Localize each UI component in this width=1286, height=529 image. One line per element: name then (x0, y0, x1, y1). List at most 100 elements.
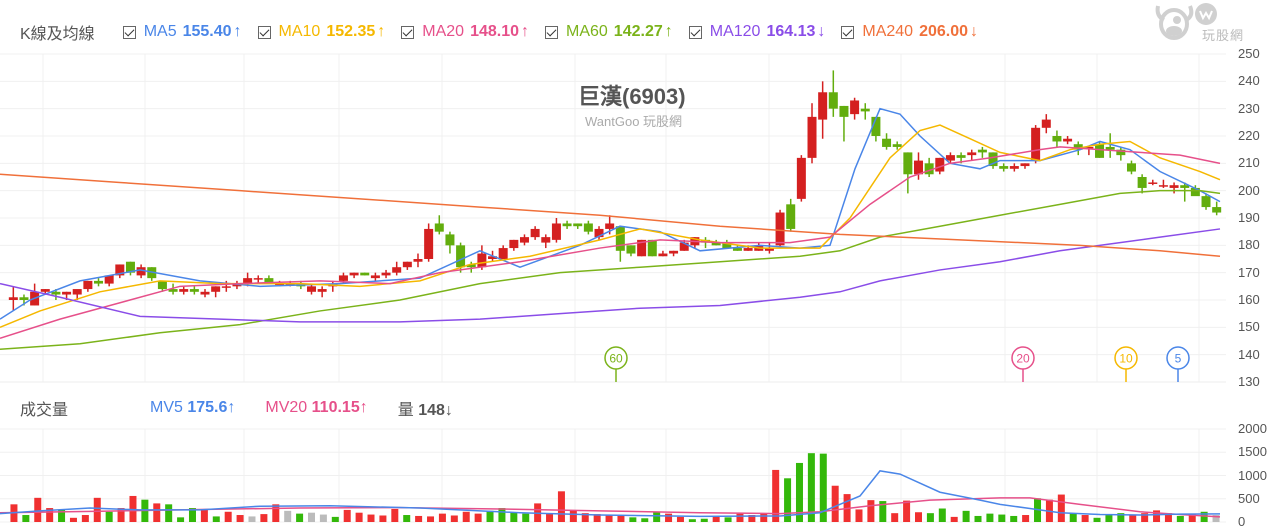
candle (658, 250, 668, 257)
price-tick: 180 (1238, 237, 1260, 253)
volume-bar (319, 514, 327, 522)
volume-bar (415, 515, 423, 522)
volume-bar (736, 513, 744, 522)
price-tick: 150 (1238, 319, 1260, 335)
ma5-toggle[interactable]: MA5 155.40 ↑ (122, 23, 242, 41)
candle (509, 239, 519, 251)
candle (1009, 163, 1019, 172)
ma-marker-60[interactable]: 60 (604, 346, 628, 382)
candle (903, 152, 913, 194)
volume-bar (284, 510, 292, 522)
volume-bar (891, 513, 899, 522)
candle (360, 272, 370, 276)
candle (669, 250, 679, 257)
candle (999, 163, 1009, 172)
candle (1031, 125, 1041, 164)
ma60-value: 142.27 (613, 23, 663, 40)
volume-bar (165, 504, 173, 522)
candle (1052, 130, 1062, 147)
ma120-toggle[interactable]: MA120 164.13 ↓ (688, 23, 825, 41)
volume-bar (903, 500, 911, 522)
volume-bar (1129, 514, 1137, 522)
ma20-value: 148.10 (470, 23, 519, 40)
candle (1212, 201, 1222, 216)
volume-bar (391, 508, 399, 522)
mv20-item: MV20 110.15↑ (265, 399, 367, 417)
ma240-checkbox[interactable] (841, 25, 855, 39)
mv20-label: MV20 (265, 399, 308, 416)
ma120-checkbox[interactable] (688, 25, 702, 39)
volume-bar (629, 517, 637, 522)
ma240-toggle[interactable]: MA240 206.00 ↓ (841, 23, 978, 41)
ma-marker-10[interactable]: 10 (1114, 346, 1138, 382)
volume-bar (546, 513, 554, 522)
candle (1190, 185, 1200, 197)
volume-bar (498, 508, 506, 522)
candle (839, 105, 849, 142)
volume-bar (510, 512, 518, 522)
candle (498, 245, 508, 259)
candle (945, 152, 955, 164)
ma20-line (0, 146, 1221, 339)
ma-marker-20[interactable]: 20 (1011, 346, 1035, 382)
volume-legend: 成交量 MV5 175.6↑ MV20 110.15↑ 量 148↓ (0, 396, 483, 420)
candle (615, 226, 625, 262)
candle (115, 264, 125, 279)
candle (1063, 136, 1073, 145)
candle (647, 239, 657, 257)
ma10-checkbox[interactable] (257, 25, 271, 39)
chart-watermark: WantGoo 玩股網 (585, 114, 683, 129)
volume-bar (581, 513, 589, 522)
volume-bar (617, 515, 625, 522)
candle (871, 116, 881, 142)
vol-label: 量 (397, 402, 414, 419)
candle (530, 226, 540, 240)
candle (445, 231, 455, 254)
ma5-checkbox[interactable] (122, 25, 136, 39)
volume-bar (569, 510, 577, 522)
volume-bar (748, 515, 756, 522)
volume-bar (819, 453, 827, 522)
volume-bar (962, 510, 970, 522)
candle (573, 223, 583, 229)
price-tick: 130 (1238, 374, 1260, 389)
logo-text: 玩股網 (1202, 28, 1245, 43)
candle (477, 245, 487, 270)
candle (424, 223, 434, 262)
candle (988, 152, 998, 169)
mv20-line (0, 497, 1221, 518)
price-tick: 240 (1238, 73, 1260, 89)
ma20-arrow: ↑ (521, 23, 529, 40)
ma240-line (0, 173, 1221, 258)
volume-bar (724, 517, 732, 522)
volume-bar (1022, 515, 1030, 522)
volume-bar (855, 509, 863, 522)
ma20-toggle[interactable]: MA20 148.10 ↑ (401, 23, 529, 41)
ma20-checkbox[interactable] (401, 25, 415, 39)
volume-bar (986, 513, 994, 522)
volume-bar (593, 514, 601, 522)
ma60-checkbox[interactable] (545, 25, 558, 39)
volume-bar (950, 516, 958, 522)
volume-bar (355, 512, 363, 522)
ma-legend: K線及均線 MA5 155.40 ↑ MA10 152.35 ↑ MA20 14… (0, 18, 994, 46)
candle (796, 155, 806, 202)
candle (136, 264, 146, 279)
candle (562, 220, 572, 229)
ma60-toggle[interactable]: MA60 142.27 ↑ (545, 23, 673, 41)
ma60-line (0, 189, 1221, 350)
ma10-toggle[interactable]: MA10 152.35 ↑ (257, 23, 385, 41)
ma-marker-5[interactable]: 5 (1166, 346, 1190, 382)
volume-bar (688, 519, 696, 522)
svg-text:5: 5 (1175, 352, 1182, 366)
volume-bar (557, 491, 565, 522)
ma120-label: MA120 (709, 23, 761, 40)
volume-bar (700, 518, 708, 522)
mv5-line (0, 470, 1221, 518)
volume-bar (105, 511, 113, 522)
price-tick: 220 (1238, 128, 1260, 143)
candle (1148, 179, 1158, 186)
candle (583, 220, 593, 235)
volume-bar (34, 497, 42, 522)
